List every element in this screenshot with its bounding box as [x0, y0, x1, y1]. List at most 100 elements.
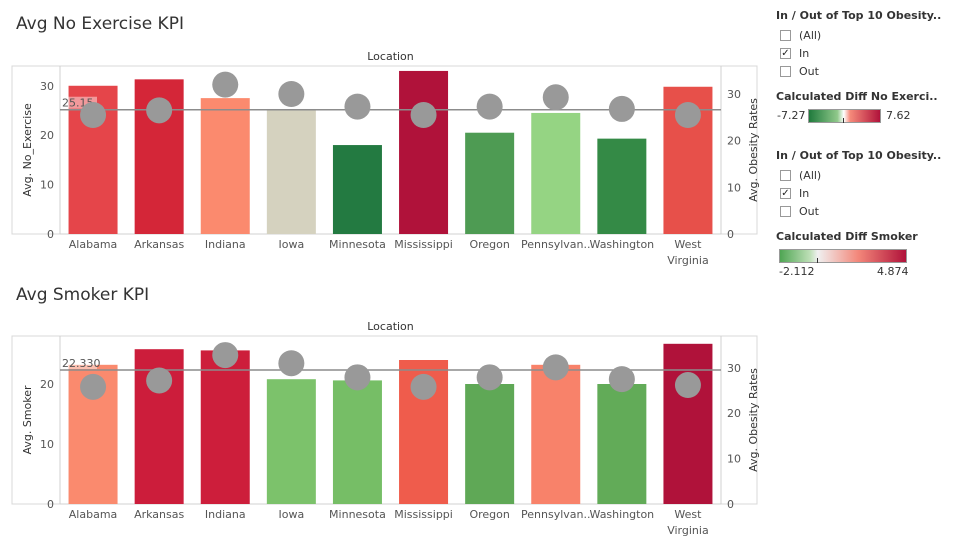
chart2-point-9 — [674, 372, 701, 399]
chart2-xtick-4: Minnesota — [329, 508, 386, 521]
filter1-option-all-label: (All) — [799, 28, 822, 42]
chart2-xtick-3: Iowa — [278, 508, 304, 521]
chart1-bar-3 — [266, 108, 316, 234]
legend1-min: -7.27 — [777, 109, 806, 122]
chart1-bar-5 — [399, 70, 449, 234]
chart2-xtick-2: Indiana — [205, 508, 246, 521]
chart1-ytick-1: 10 — [40, 179, 54, 192]
chart2-reference-label: 22.330 — [62, 357, 101, 370]
chart2-point-0 — [80, 373, 107, 400]
chart2-y2tick-0: 0 — [727, 498, 734, 511]
filter1-option-in[interactable]: ✓ In — [776, 44, 941, 62]
legend1-marker — [843, 118, 844, 123]
chart2-xtick-9: West Virginia — [667, 508, 708, 537]
chart2-ytick-1: 10 — [40, 438, 54, 451]
chart2-point-3 — [278, 350, 305, 377]
chart2-y2tick-3: 30 — [727, 362, 741, 375]
chart1-point-5 — [410, 102, 437, 128]
chart2-svg: Location 0 10 20 0 10 20 30 Avg. Smoker Avg. Obes… — [11, 320, 760, 537]
checkbox-icon[interactable]: ✓ — [780, 47, 791, 59]
chart2-bar-6 — [465, 384, 515, 504]
chart1-y2tick-2: 20 — [727, 135, 741, 148]
chart2-point-5 — [410, 373, 437, 400]
chart1-ytick-0: 0 — [47, 228, 54, 241]
chart1-point-8 — [608, 95, 635, 122]
chart2-xtick-1: Arkansas — [134, 508, 184, 521]
chart1-y2tick-3: 30 — [727, 88, 741, 101]
chart2-xtick-8: Washington — [590, 508, 655, 521]
chart2-reference-label-bg — [61, 357, 97, 370]
chart1-point-4 — [344, 93, 371, 120]
chart1-ylabel: Avg. No_Exercise — [21, 103, 34, 197]
legend2-max: 4.874 — [877, 265, 909, 278]
chart2-bar-7 — [531, 364, 581, 504]
chart1-bar-7 — [531, 112, 581, 234]
chart1-bar-6 — [465, 132, 515, 234]
chart1-xtick-3: Iowa — [278, 238, 304, 251]
chart2-bar-8 — [597, 384, 647, 504]
chart1-xtick-1: Arkansas — [134, 238, 184, 251]
filter2-option-all-label: (All) — [799, 168, 822, 182]
legend1-max: 7.62 — [886, 109, 911, 122]
filter2-option-in-label: In — [799, 186, 810, 200]
filter2-option-all[interactable]: (All) — [776, 166, 941, 184]
chart1-point-6 — [476, 93, 503, 120]
legend2-marker — [817, 258, 818, 263]
legend2-min: -2.112 — [779, 265, 815, 278]
chart1-xtick-9: West Virginia — [667, 238, 708, 267]
chart1-point-2 — [212, 71, 239, 98]
legend2-gradient — [779, 249, 907, 263]
chart1-ytick-3: 30 — [40, 80, 54, 93]
chart2-bar-3 — [266, 379, 316, 504]
chart1-point-7 — [542, 84, 569, 111]
chart1-point-3 — [278, 81, 305, 107]
chart1-y2tick-1: 10 — [727, 181, 741, 194]
chart1-xtick-5: Mississippi — [394, 238, 453, 251]
chart1-xtick-2: Indiana — [205, 238, 246, 251]
filter1-option-all[interactable]: (All) — [776, 26, 941, 44]
filter2-panel: In / Out of Top 10 Obesity.. (All) ✓ In O… — [776, 149, 941, 220]
filter1-option-out[interactable]: Out — [776, 62, 941, 80]
chart1-xtick-8: Washington — [590, 238, 655, 251]
chart2-point-8 — [608, 366, 635, 393]
legend1-gradient — [808, 109, 881, 123]
chart1-svg: Location 0 10 20 30 0 10 20 30 Avg. No_Exercise Av… — [11, 50, 760, 267]
chart2-xtick-7: Pennsylvan.. — [521, 508, 590, 521]
chart2-ytick-2: 20 — [40, 378, 54, 391]
chart1-xtick-7: Pennsylvan.. — [521, 238, 590, 251]
chart1-xtick-6: Oregon — [469, 238, 509, 251]
chart2-ylabel: Avg. Smoker — [21, 385, 34, 455]
filter2-option-out-label: Out — [799, 204, 819, 218]
chart2-title: Avg Smoker KPI — [16, 285, 150, 305]
filter1-panel: In / Out of Top 10 Obesity.. (All) ✓ In O… — [776, 9, 941, 80]
chart2-y2tick-1: 10 — [727, 453, 741, 466]
chart1-xtick-4: Minnesota — [329, 238, 386, 251]
chart2-xtick-5: Mississippi — [394, 508, 453, 521]
chart1-y2tick-0: 0 — [727, 228, 734, 241]
chart2-point-7 — [542, 354, 569, 381]
filter1-title: In / Out of Top 10 Obesity.. — [776, 9, 942, 22]
chart1-ytick-2: 20 — [40, 129, 54, 142]
chart2-point-1 — [146, 367, 173, 394]
checkbox-icon[interactable] — [780, 169, 791, 181]
chart1-y2label: Avg. Obesity Rates — [747, 98, 760, 202]
chart1-bar-8 — [597, 138, 647, 234]
checkbox-icon[interactable] — [780, 29, 791, 41]
legend2-panel: Calculated Diff Smoker — [776, 230, 918, 243]
chart1-point-1 — [146, 97, 173, 124]
chart2-point-6 — [476, 364, 503, 391]
chart2-xtick-0: Alabama — [69, 508, 118, 521]
legend1-title: Calculated Diff No Exerci.. — [776, 90, 938, 103]
filter2-option-in[interactable]: ✓ In — [776, 184, 941, 202]
filter1-option-in-label: In — [799, 46, 810, 60]
chart1-point-9 — [674, 102, 701, 128]
checkbox-icon[interactable]: ✓ — [780, 187, 791, 199]
legend1-panel: Calculated Diff No Exerci.. — [776, 90, 938, 103]
chart2-y2tick-2: 20 — [727, 407, 741, 420]
checkbox-icon[interactable] — [780, 65, 791, 77]
chart1-bar-4 — [332, 145, 382, 234]
checkbox-icon[interactable] — [780, 205, 791, 217]
filter2-option-out[interactable]: Out — [776, 202, 941, 220]
chart2-y2label: Avg. Obesity Rates — [747, 368, 760, 472]
chart2-point-2 — [212, 342, 239, 369]
